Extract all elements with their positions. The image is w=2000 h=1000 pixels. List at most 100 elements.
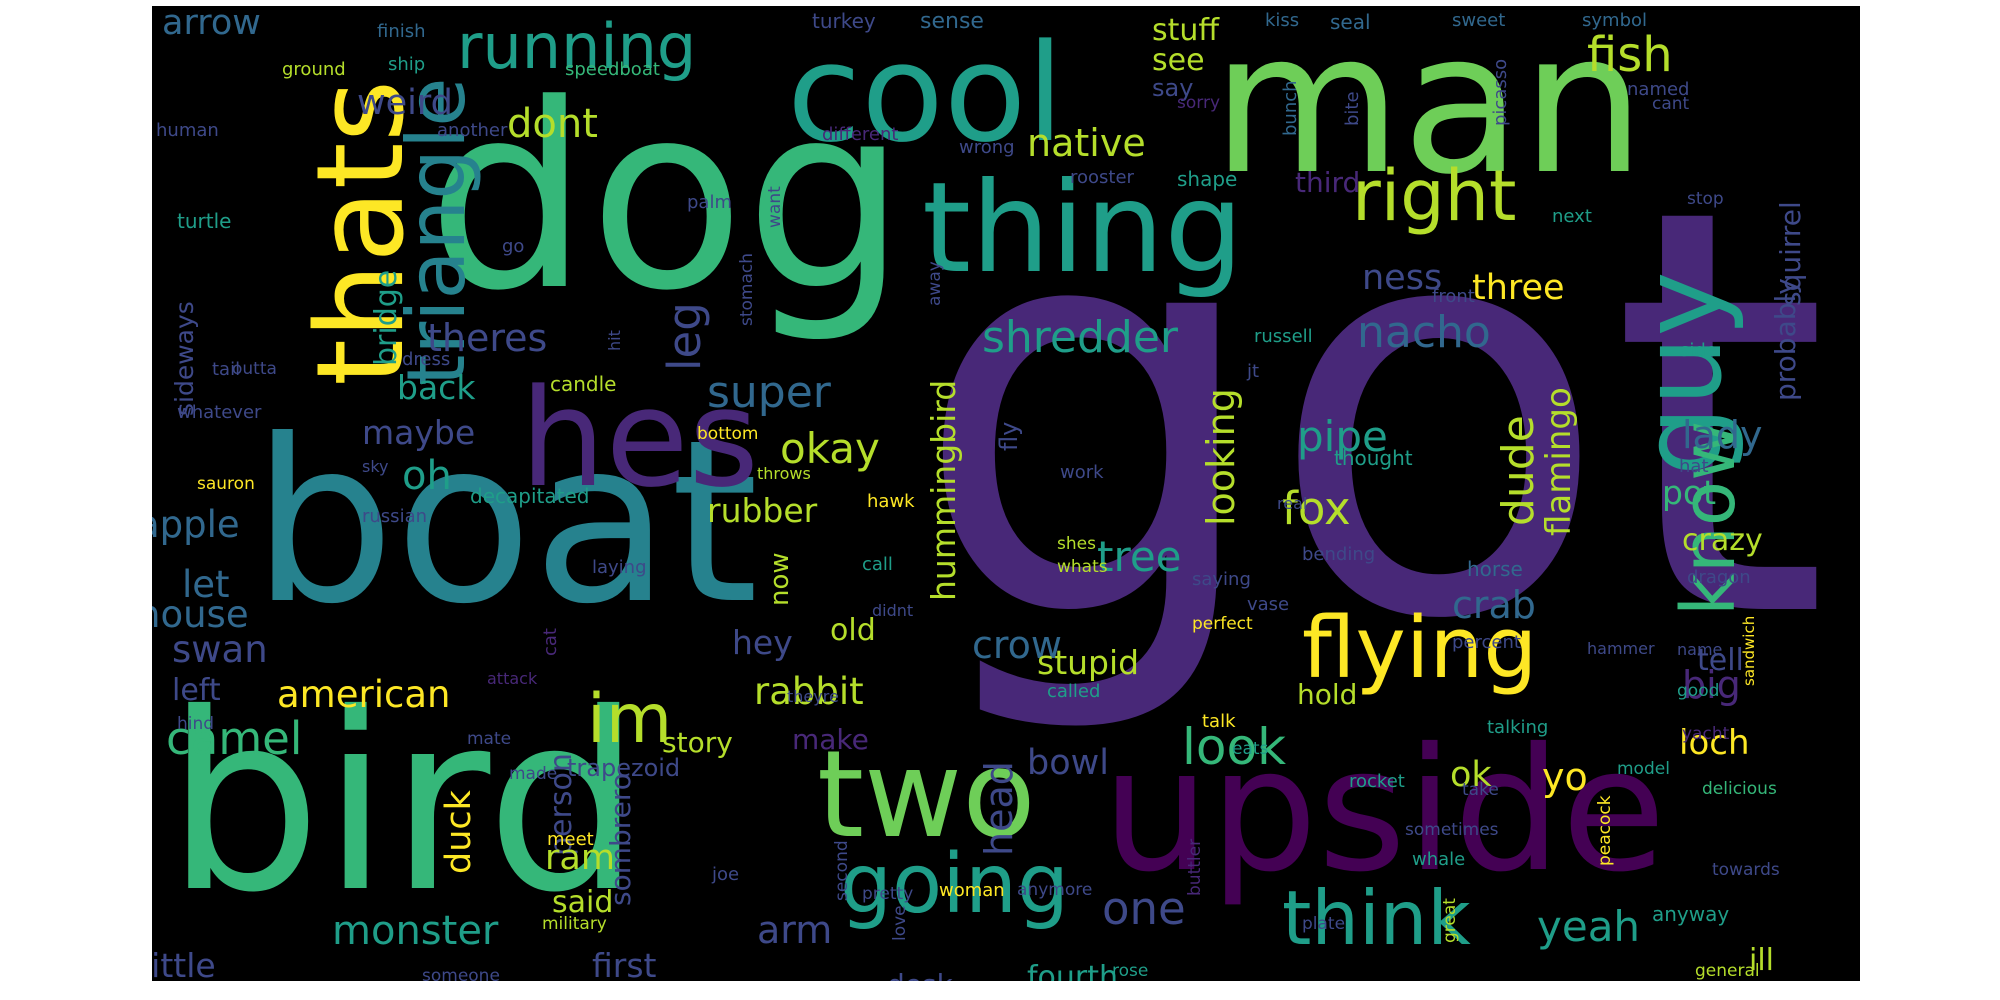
word-work: work: [1060, 462, 1104, 483]
word-swan: swan: [172, 628, 268, 671]
word-sideways: sideways: [170, 301, 199, 416]
word-pipe: pipe: [1297, 412, 1388, 461]
word-ram: ram: [545, 838, 615, 878]
word-sauron: sauron: [197, 474, 255, 494]
word-hind: hind: [177, 714, 215, 734]
word-see: see: [1152, 43, 1205, 78]
word-take: take: [1462, 780, 1499, 800]
word-third: third: [1295, 166, 1361, 199]
word-general: general: [1695, 961, 1760, 981]
word-camel: camel: [166, 712, 303, 765]
word-hammer: hammer: [1587, 639, 1655, 658]
word-right: right: [1352, 155, 1517, 237]
word-anyway: anyway: [1652, 902, 1730, 926]
word-whatever: whatever: [177, 402, 262, 423]
word-hawk: hawk: [867, 491, 915, 512]
word-delicious: delicious: [1702, 779, 1777, 799]
word-called: called: [1047, 681, 1101, 702]
word-left: left: [172, 673, 221, 708]
word-finish: finish: [377, 21, 426, 42]
word-pot: pot: [1662, 473, 1717, 512]
word-stomach: stomach: [737, 252, 757, 326]
word-cool: cool: [787, 15, 1064, 172]
word-woman: woman: [939, 880, 1005, 901]
word-perfect: perfect: [1192, 614, 1253, 634]
word-percent: percent: [1452, 632, 1521, 653]
word-lady: lady: [1682, 413, 1763, 457]
word-sometimes: sometimes: [1405, 820, 1499, 840]
word-kiss: kiss: [1265, 10, 1300, 31]
word-dont: dont: [507, 101, 598, 147]
word-back: back: [397, 368, 476, 407]
word-call: call: [862, 554, 893, 575]
word-sky: sky: [362, 457, 389, 476]
word-fish: fish: [1587, 27, 1673, 83]
word-peacock: peacock: [1595, 795, 1615, 866]
word-eats: eats: [1232, 739, 1269, 759]
word-little: little: [152, 946, 216, 981]
word-jt: jt: [1247, 361, 1260, 382]
word-mate: mate: [467, 729, 512, 749]
word-russian: russian: [362, 506, 428, 527]
word-ness: ness: [1362, 258, 1443, 298]
word-thing: thing: [922, 156, 1244, 301]
word-native: native: [1027, 121, 1146, 165]
word-super: super: [707, 367, 831, 418]
word-weird: weird: [357, 83, 453, 123]
word-leg: leg: [658, 302, 711, 371]
word-wrong: wrong: [959, 137, 1015, 158]
word-whats: whats: [1057, 557, 1108, 577]
word-picasso: picasso: [1490, 58, 1511, 126]
word-turtle: turtle: [177, 209, 232, 233]
word-sweet: sweet: [1452, 10, 1506, 31]
word-russell: russell: [1254, 326, 1313, 347]
word-say: say: [1152, 74, 1194, 102]
word-make: make: [792, 723, 869, 756]
word-crazy: crazy: [1682, 523, 1763, 558]
word-nacho: nacho: [1357, 307, 1491, 358]
word-story: story: [662, 726, 733, 759]
word-maybe: maybe: [362, 413, 476, 452]
word-shredder: shredder: [982, 312, 1179, 363]
word-symbol: symbol: [1582, 10, 1648, 31]
word-palm: palm: [687, 192, 732, 213]
word-dog: dog: [427, 50, 907, 347]
word-towards: towards: [1712, 860, 1780, 880]
word-want: want: [765, 186, 785, 228]
word-fly: fly: [995, 421, 1023, 451]
word-ground: ground: [282, 59, 346, 80]
word-named: named: [1627, 79, 1690, 100]
word-going: going: [840, 837, 1070, 932]
word-hit: hit: [605, 330, 624, 351]
word-hes: hes: [520, 360, 759, 517]
word-thought: thought: [1334, 446, 1413, 470]
word-said: said: [552, 885, 614, 920]
word-yeah: yeah: [1537, 902, 1641, 951]
word-trapezoid: trapezoid: [567, 754, 681, 782]
word-model: model: [1617, 759, 1670, 779]
word-im: im: [587, 680, 673, 759]
word-tell: tell: [1697, 643, 1744, 678]
word-bite: bite: [1342, 91, 1363, 126]
word-meet: meet: [547, 829, 594, 850]
word-dude: dude: [1493, 415, 1544, 526]
word-running: running: [457, 10, 697, 83]
word-look: look: [1182, 718, 1287, 776]
word-duck: duck: [439, 790, 479, 874]
word-saying: saying: [1192, 569, 1251, 590]
word-squirrel: squirrel: [1774, 201, 1807, 306]
word-another: another: [437, 120, 508, 141]
word-think: think: [1282, 874, 1471, 962]
word-two: two: [817, 726, 1036, 865]
word-tail: tail: [212, 359, 241, 380]
word-seal: seal: [1330, 10, 1371, 34]
word-ok: ok: [1450, 755, 1492, 795]
word-looking: looking: [1199, 388, 1243, 526]
word-crab: crab: [1452, 583, 1536, 627]
word-boat: boat: [252, 392, 759, 654]
word-let: let: [182, 563, 230, 606]
word-ill: ill: [1749, 943, 1775, 978]
word-great: great: [1440, 898, 1460, 943]
word-stop: stop: [1687, 189, 1724, 209]
word-theres: theres: [427, 316, 548, 360]
